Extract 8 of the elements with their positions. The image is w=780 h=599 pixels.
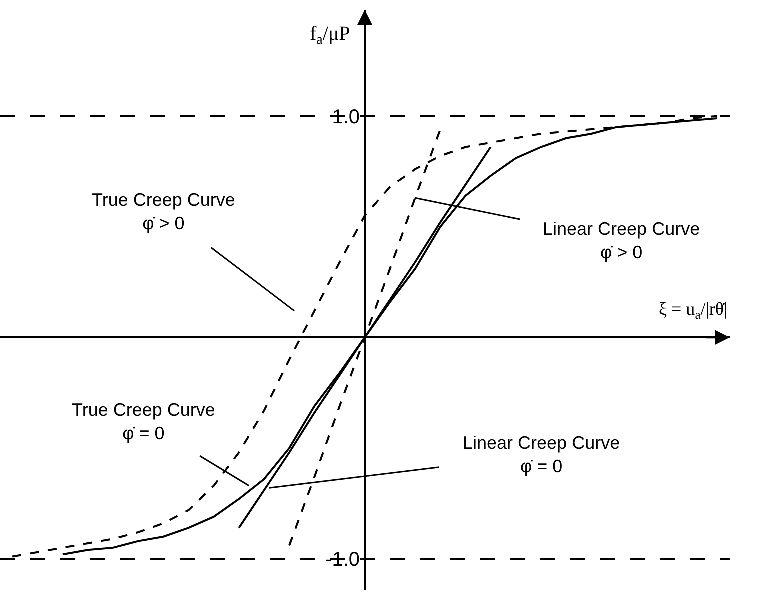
- annotation: True Creep Curve φ̇ = 0: [72, 400, 216, 444]
- y-axis-title: f$_{a}$/μP: [310, 23, 350, 48]
- y-tick-label: 1.0: [332, 106, 360, 128]
- annotation: Linear Creep Curve φ̇ > 0: [543, 219, 700, 262]
- annotation: True Creep Curve φ̇ > 0: [92, 190, 236, 234]
- annotation: Linear Creep Curve φ̇ = 0: [463, 433, 620, 476]
- y-tick-label: -1.0: [326, 549, 360, 572]
- x-axis-title: ξ = u$_{a}$/|rθ̇|: [659, 299, 728, 322]
